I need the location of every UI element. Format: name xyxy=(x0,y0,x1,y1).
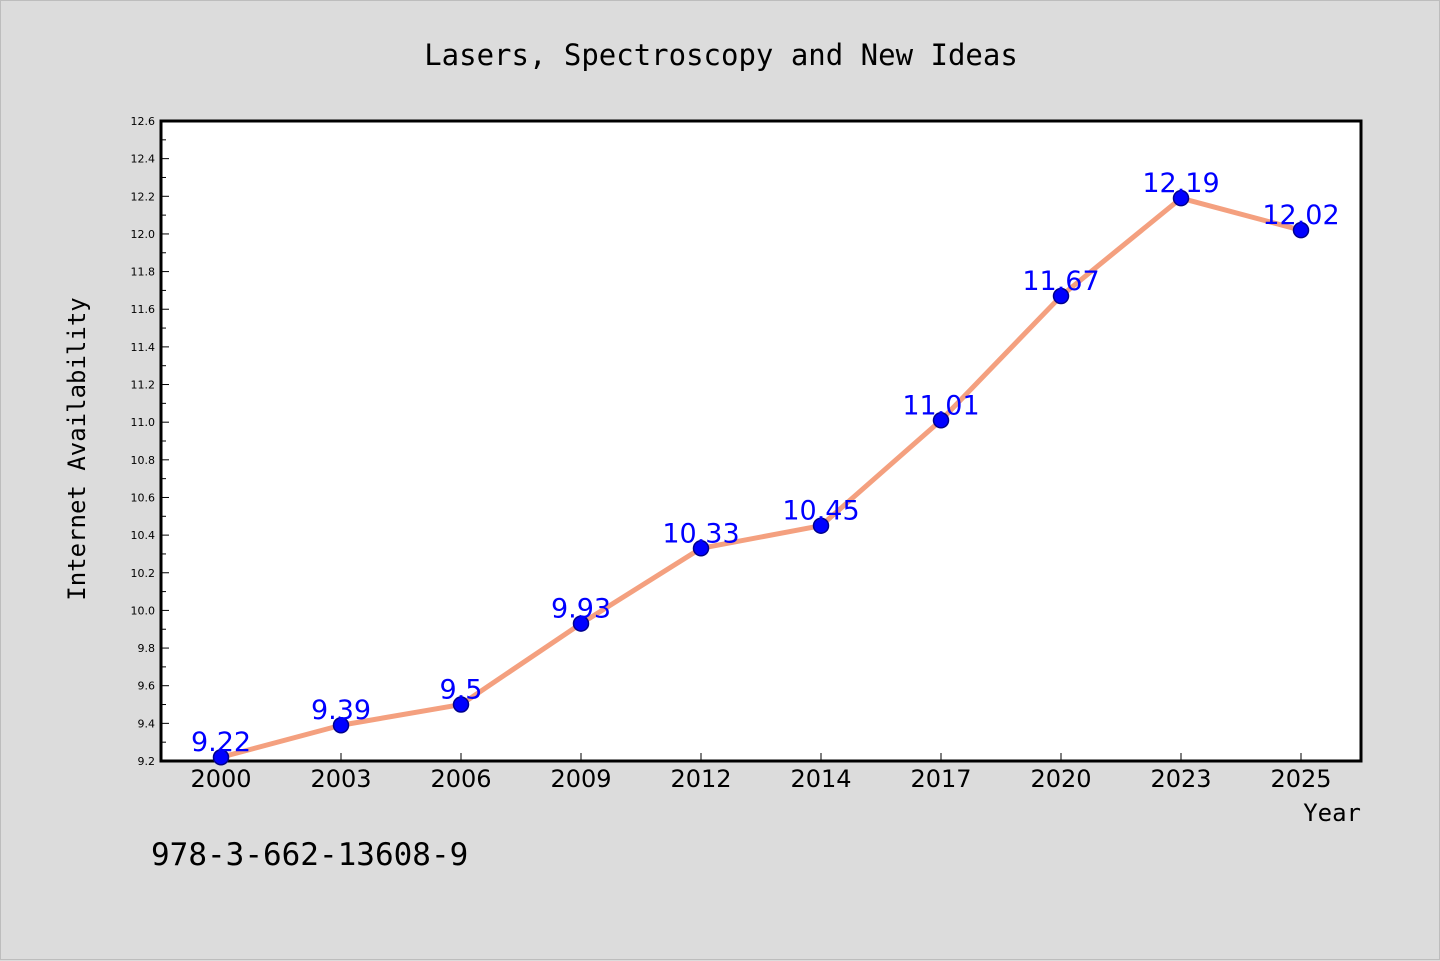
x-tick-label: 2025 xyxy=(1270,765,1331,793)
y-tick-label: 11.0 xyxy=(131,416,156,429)
data-point xyxy=(1292,221,1310,239)
x-tick-label: 2020 xyxy=(1030,765,1091,793)
y-tick-label: 11.2 xyxy=(131,379,156,392)
chart-title: Lasers, Spectroscopy and New Ideas xyxy=(424,38,1018,72)
x-tick-label: 2009 xyxy=(550,765,611,793)
isbn-footnote: 978-3-662-13608-9 xyxy=(151,837,468,873)
x-tick-label: 2012 xyxy=(670,765,731,793)
y-tick-label: 10.6 xyxy=(131,491,156,504)
series-line xyxy=(220,195,1302,760)
data-label: 10.45 xyxy=(782,496,859,527)
y-axis-label: Internet Availability xyxy=(63,297,91,600)
y-tick-label: 12.0 xyxy=(131,228,156,241)
data-point xyxy=(332,716,350,734)
x-tick-label: 2014 xyxy=(790,765,851,793)
y-tick-label: 12.2 xyxy=(131,190,156,203)
data-label: 11.01 xyxy=(902,390,979,421)
x-tick-label: 2017 xyxy=(910,765,971,793)
data-markers xyxy=(212,189,1310,766)
y-tick-label: 9.4 xyxy=(138,717,156,730)
data-label: 12.02 xyxy=(1262,200,1339,231)
plot-area xyxy=(159,119,1363,763)
y-tick-label: 9.2 xyxy=(138,755,156,768)
y-tick-label: 10.0 xyxy=(131,604,156,617)
data-point xyxy=(812,517,830,534)
x-tick-label: 2003 xyxy=(310,765,371,793)
x-axis-label: Year xyxy=(1303,799,1361,827)
x-tick-label: 2000 xyxy=(190,765,251,793)
data-point xyxy=(212,748,230,766)
series-line-group xyxy=(220,195,1302,760)
data-label: 11.67 xyxy=(1022,266,1099,297)
y-axis-ticks: 9.2 9.4 9.6 9.8 10.0 10.2 10.4 10.6 10.8 11.0 11.2… xyxy=(131,115,169,768)
data-label: 10.33 xyxy=(662,518,739,549)
y-tick-label: 11.4 xyxy=(131,341,156,354)
data-point xyxy=(932,412,950,429)
data-label: 9.93 xyxy=(551,594,611,625)
data-point xyxy=(692,540,710,557)
data-label: 9.22 xyxy=(191,727,251,758)
data-label: 9.5 xyxy=(440,675,483,706)
y-tick-label: 11.6 xyxy=(131,303,156,316)
y-tick-label: 10.8 xyxy=(131,454,156,467)
y-tick-label: 11.8 xyxy=(131,266,156,279)
y-tick-label: 12.4 xyxy=(131,153,156,166)
x-tick-label: 2006 xyxy=(430,765,491,793)
data-label: 9.39 xyxy=(311,695,371,726)
y-tick-label: 9.8 xyxy=(138,642,156,655)
x-axis-ticks: 2000 2003 2006 2009 2012 2014 2017 2020 2023 2025 xyxy=(190,753,1332,793)
x-tick-label: 2023 xyxy=(1150,765,1211,793)
data-point xyxy=(1172,189,1190,207)
data-labels: 9.22 9.39 9.5 9.93 10.33 10.45 11.01 11.67 12.19… xyxy=(191,168,1340,758)
y-tick-label: 12.6 xyxy=(131,115,156,128)
y-tick-label: 10.4 xyxy=(131,529,156,542)
data-label: 12.19 xyxy=(1142,168,1219,199)
y-tick-label: 9.6 xyxy=(138,680,156,693)
y-tick-label: 10.2 xyxy=(131,567,156,580)
data-point xyxy=(1052,287,1070,305)
data-point xyxy=(572,615,590,632)
data-point xyxy=(452,696,470,713)
